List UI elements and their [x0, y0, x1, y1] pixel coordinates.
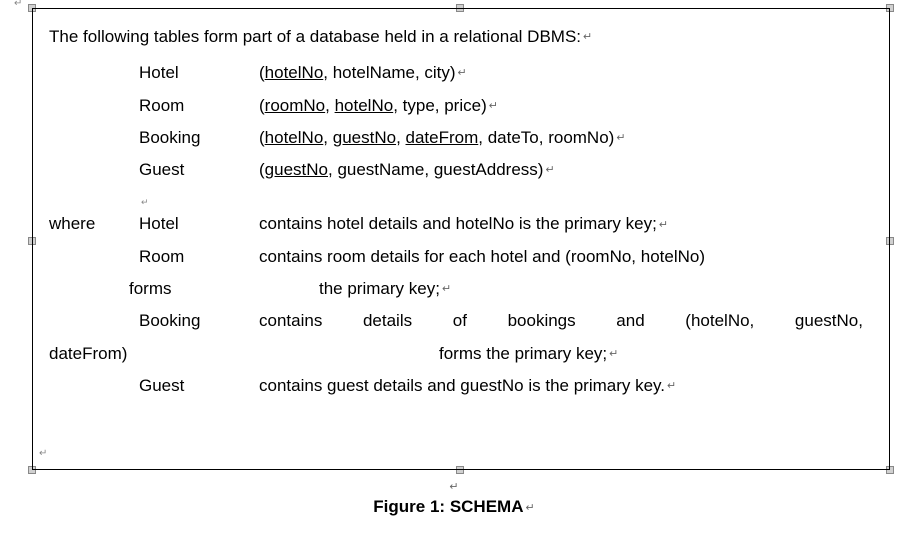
paragraph-mark: ↵	[525, 502, 534, 514]
pk-col: guestNo	[265, 160, 328, 179]
table-columns: (hotelNo, guestNo, dateFrom, dateTo, roo…	[259, 122, 871, 154]
desc-continuation: forms the primary key;↵	[49, 273, 871, 305]
pk-col: dateFrom	[406, 128, 479, 147]
desc-row: Room contains room details for each hote…	[49, 241, 871, 273]
desc-table-name: Booking	[139, 305, 259, 337]
desc-continuation: dateFrom) forms the primary key;↵	[49, 338, 871, 370]
table-columns: (roomNo, hotelNo, type, price)↵	[259, 90, 871, 122]
schema-row: Booking (hotelNo, guestNo, dateFrom, dat…	[49, 122, 871, 154]
rest-cols: , dateTo, roomNo)	[478, 128, 614, 147]
desc-text: contains room details for each hotel and…	[259, 241, 871, 273]
paragraph-mark: ↵	[14, 0, 22, 9]
cont-label: forms	[129, 273, 319, 305]
desc-table-name: Guest	[139, 370, 259, 402]
paragraph-mark: ↵	[659, 219, 668, 231]
desc-text: contains hotel details and hotelNo is th…	[259, 208, 871, 240]
paragraph-mark: ↵	[141, 197, 149, 207]
desc-row: where Hotel contains hotel details and h…	[49, 208, 871, 240]
figure-title: SCHEMA	[450, 497, 524, 516]
desc-table-name: Hotel	[139, 208, 259, 240]
table-name: Guest	[139, 154, 259, 186]
table-name: Room	[139, 90, 259, 122]
schema-row: Room (roomNo, hotelNo, type, price)↵	[49, 90, 871, 122]
table-name: Hotel	[139, 57, 259, 89]
cont-label: dateFrom)	[49, 338, 439, 370]
pk-col: guestNo	[333, 128, 396, 147]
schema-row: Hotel (hotelNo, hotelName, city)↵	[49, 57, 871, 89]
word: and	[616, 305, 644, 337]
cont-text: the primary key;↵	[319, 273, 451, 305]
word: contains	[259, 305, 322, 337]
paragraph-mark: ↵	[667, 380, 676, 392]
word: (hotelNo,	[685, 305, 754, 337]
figure-caption-area: ↵ Figure 1: SCHEMA↵	[0, 480, 908, 517]
paragraph-mark: ↵	[609, 348, 618, 360]
where-label: where	[49, 208, 139, 240]
word: bookings	[508, 305, 576, 337]
table-columns: (hotelNo, hotelName, city)↵	[259, 57, 871, 89]
desc-body: contains guest details and guestNo is th…	[259, 376, 665, 395]
intro-text: The following tables form part of a data…	[49, 27, 581, 46]
rest-cols: , hotelName, city)	[323, 63, 455, 82]
rest-cols: , guestName, guestAddress)	[328, 160, 543, 179]
table-name: Booking	[139, 122, 259, 154]
desc-row: Guest contains guest details and guestNo…	[49, 370, 871, 402]
paragraph-mark: ↵	[616, 132, 625, 144]
paragraph-mark: ↵	[458, 67, 467, 79]
pk-col: hotelNo	[335, 96, 394, 115]
word: details	[363, 305, 412, 337]
paragraph-mark: ↵	[545, 164, 554, 176]
table-columns: (guestNo, guestName, guestAddress)↵	[259, 154, 871, 186]
blank-line: ↵	[49, 186, 871, 208]
paragraph-mark: ↵	[489, 100, 498, 112]
word: of	[453, 305, 467, 337]
paragraph-mark: ↵	[583, 31, 592, 43]
pk-col: roomNo	[265, 96, 325, 115]
desc-text: contains guest details and guestNo is th…	[259, 370, 871, 402]
rest-cols: , type, price)	[393, 96, 487, 115]
cont-text: forms the primary key;↵	[439, 338, 618, 370]
desc-table-name: Room	[139, 241, 259, 273]
figure-label: Figure 1:	[373, 497, 450, 516]
schema-text-box[interactable]: The following tables form part of a data…	[32, 8, 890, 470]
desc-text: contains details of bookings and (hotelN…	[259, 305, 871, 337]
paragraph-mark: ↵	[442, 283, 451, 295]
figure-caption: Figure 1: SCHEMA↵	[0, 497, 908, 517]
word: guestNo,	[795, 305, 863, 337]
paragraph-mark: ↵	[0, 480, 908, 493]
indent	[49, 273, 129, 305]
desc-body: forms the primary key;	[439, 344, 607, 363]
desc-row: Booking contains details of bookings and…	[49, 305, 871, 337]
pk-col: hotelNo	[265, 128, 324, 147]
paragraph-mark: ↵	[39, 444, 47, 463]
intro-line: The following tables form part of a data…	[49, 21, 871, 53]
schema-row: Guest (guestNo, guestName, guestAddress)…	[49, 154, 871, 186]
pk-col: hotelNo	[265, 63, 324, 82]
desc-body: contains hotel details and hotelNo is th…	[259, 214, 657, 233]
desc-body: the primary key;	[319, 279, 440, 298]
